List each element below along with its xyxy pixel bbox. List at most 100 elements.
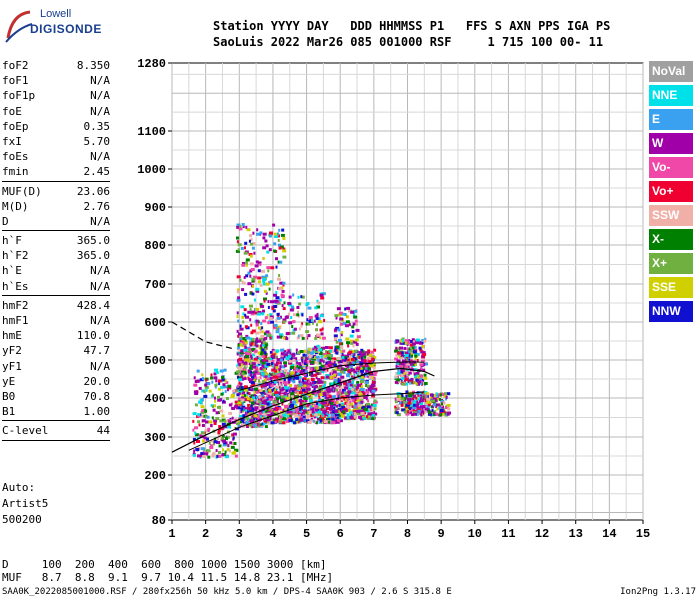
echo-point	[260, 304, 265, 308]
echo-point	[279, 420, 282, 424]
echo-point	[326, 417, 331, 421]
param-value: N/A	[90, 359, 110, 373]
echo-point	[339, 317, 344, 321]
echo-point	[290, 392, 295, 396]
echo-point	[424, 337, 427, 341]
echo-point	[249, 304, 253, 308]
echo-point	[326, 414, 330, 417]
echo-point	[313, 373, 318, 377]
echo-point	[308, 316, 313, 319]
echo-point	[336, 393, 339, 397]
legend-item-w: W	[649, 133, 693, 154]
echo-point	[250, 398, 253, 402]
echo-point	[342, 322, 347, 326]
echo-point	[360, 378, 365, 382]
echo-point	[396, 406, 399, 410]
echo-point	[258, 357, 261, 361]
echo-point	[259, 423, 262, 427]
echo-point	[297, 369, 300, 373]
echo-point	[435, 405, 438, 409]
echo-point	[257, 397, 260, 401]
echo-point	[317, 403, 322, 407]
echo-point	[266, 250, 270, 254]
echo-point	[214, 396, 216, 400]
echo-point	[205, 378, 208, 382]
echo-point	[249, 411, 254, 415]
logo-digisonde: DIGISONDE	[30, 22, 102, 36]
echo-point	[293, 327, 297, 331]
param-name: foEp	[2, 119, 29, 133]
echo-point	[259, 362, 262, 366]
echo-point	[255, 323, 259, 327]
echo-point	[215, 383, 218, 387]
echo-point	[370, 413, 375, 417]
echo-point	[304, 370, 308, 374]
echo-point	[422, 368, 426, 372]
echo-point	[274, 235, 279, 238]
echo-point	[192, 428, 195, 432]
echo-point	[361, 406, 366, 410]
echo-point	[241, 223, 245, 226]
echo-point	[406, 403, 411, 407]
echo-point	[246, 397, 250, 401]
echo-point	[234, 448, 239, 452]
echo-point	[251, 375, 254, 378]
echo-point	[271, 348, 275, 352]
echo-point	[319, 371, 322, 375]
echo-point	[270, 411, 274, 415]
echo-point	[310, 383, 313, 387]
echo-point	[307, 306, 312, 310]
echo-point	[262, 236, 266, 240]
echo-point	[281, 304, 284, 308]
echo-point	[400, 354, 403, 358]
echo-point	[214, 437, 217, 441]
echo-point	[317, 380, 322, 384]
y-tick-label: 400	[144, 392, 166, 406]
echo-point	[397, 351, 402, 355]
echo-point	[314, 385, 318, 389]
echo-point	[399, 351, 404, 355]
echo-point	[267, 374, 270, 378]
echo-point	[409, 405, 412, 409]
echo-point	[270, 300, 274, 304]
echo-point	[238, 367, 243, 371]
echo-point	[221, 376, 225, 379]
echo-point	[198, 400, 203, 404]
param-value: N/A	[90, 279, 110, 293]
echo-point	[223, 385, 228, 389]
echo-point	[293, 376, 296, 380]
echo-point	[302, 386, 305, 390]
echo-point	[260, 368, 264, 372]
echo-point	[280, 335, 283, 339]
echo-point	[242, 312, 245, 316]
echo-point	[323, 420, 328, 424]
echo-point	[221, 453, 225, 457]
echo-point	[300, 356, 303, 360]
param-row-fmin: fmin 2.45	[2, 164, 110, 179]
echo-point	[280, 348, 285, 352]
echo-point	[208, 389, 212, 393]
echo-point	[311, 405, 314, 408]
echo-point	[252, 342, 255, 346]
echo-point	[354, 357, 358, 360]
echo-point	[344, 313, 347, 316]
echo-point	[242, 262, 245, 265]
echo-point	[237, 343, 240, 347]
echo-point	[292, 387, 296, 391]
echo-point	[331, 349, 336, 353]
echo-point	[283, 361, 288, 365]
echo-point	[278, 412, 283, 416]
echo-point	[373, 412, 378, 416]
echo-point	[262, 384, 267, 388]
echo-point	[306, 387, 311, 391]
echo-point	[337, 360, 340, 364]
param-value: N/A	[90, 150, 110, 164]
echo-point	[325, 374, 330, 377]
echo-point	[275, 299, 279, 303]
file-info-footer: SAA0K_2022085001000.RSF / 280fx256h 50 k…	[2, 587, 452, 597]
echo-point	[300, 367, 303, 371]
echo-point	[263, 332, 266, 336]
echo-point	[372, 362, 376, 366]
echo-point	[356, 360, 360, 364]
echo-point	[420, 374, 423, 378]
